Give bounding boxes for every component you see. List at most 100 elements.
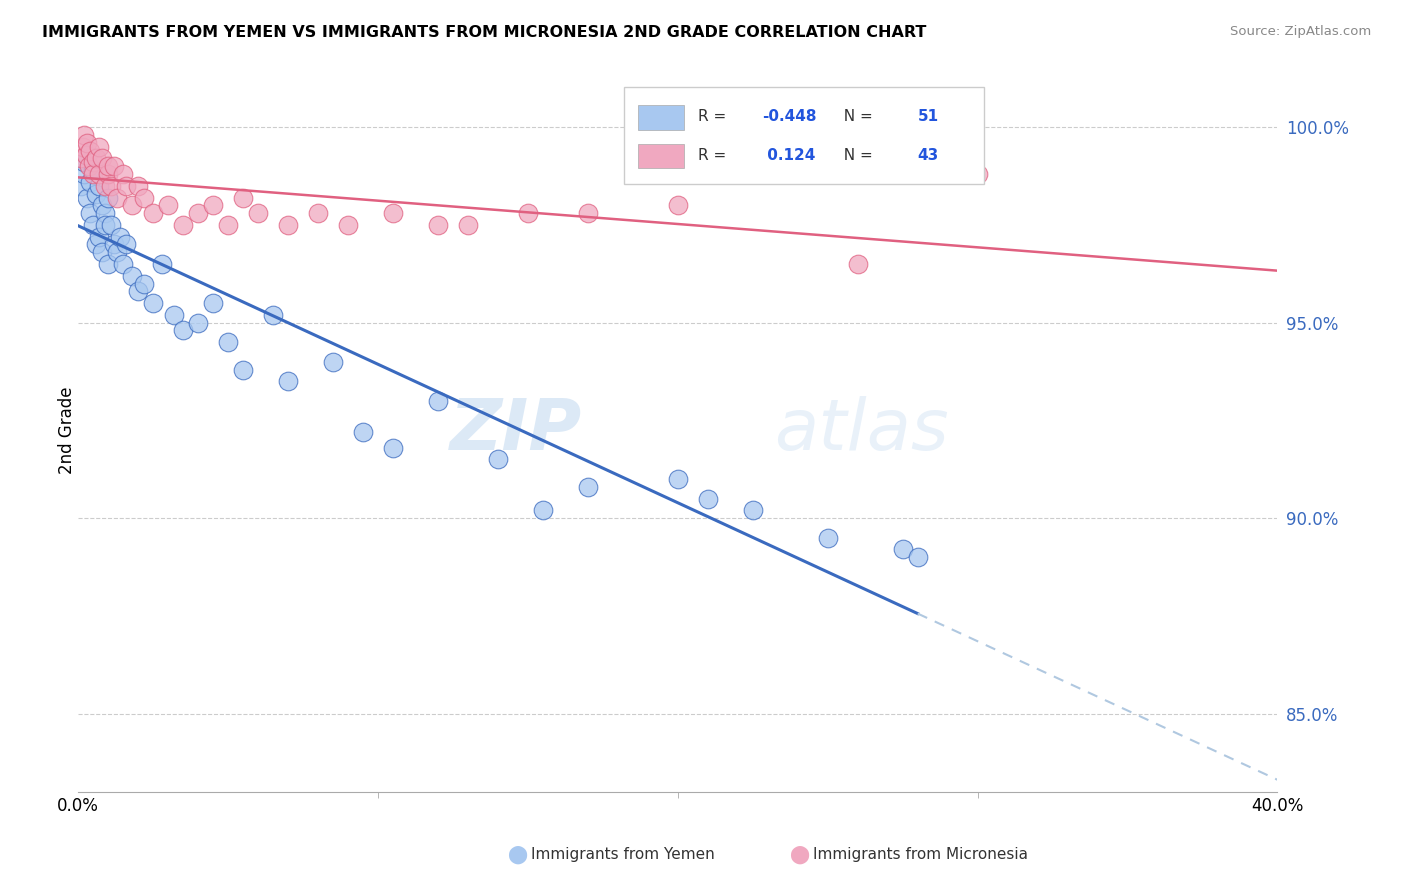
Point xyxy=(127,285,149,299)
Point xyxy=(741,503,763,517)
Point xyxy=(100,178,122,193)
Point xyxy=(112,167,135,181)
Point xyxy=(666,198,689,212)
Bar xyxy=(638,144,683,169)
Text: ZIP: ZIP xyxy=(450,396,582,465)
Text: Immigrants from Yemen: Immigrants from Yemen xyxy=(531,847,716,862)
Point xyxy=(322,354,344,368)
Point xyxy=(82,167,104,181)
Point xyxy=(232,362,254,376)
Point xyxy=(277,374,299,388)
Point xyxy=(97,190,120,204)
Point xyxy=(202,198,225,212)
Point xyxy=(103,237,125,252)
Point xyxy=(157,198,180,212)
Text: -0.448: -0.448 xyxy=(762,110,817,125)
Point xyxy=(426,218,449,232)
Point xyxy=(82,155,104,169)
Point xyxy=(247,206,270,220)
Text: N =: N = xyxy=(834,110,877,125)
Point xyxy=(457,218,479,232)
Text: Source: ZipAtlas.com: Source: ZipAtlas.com xyxy=(1230,25,1371,38)
Point xyxy=(97,167,120,181)
Bar xyxy=(624,87,984,185)
Point xyxy=(72,139,94,153)
Point xyxy=(87,139,110,153)
Point xyxy=(115,178,138,193)
Point xyxy=(576,480,599,494)
Point xyxy=(187,206,209,220)
Point xyxy=(91,245,114,260)
Point xyxy=(352,425,374,439)
Point xyxy=(115,237,138,252)
Point xyxy=(82,163,104,178)
Text: Immigrants from Micronesia: Immigrants from Micronesia xyxy=(813,847,1028,862)
Point xyxy=(87,178,110,193)
Point xyxy=(576,206,599,220)
Text: N =: N = xyxy=(834,148,877,163)
Point xyxy=(79,175,101,189)
Point xyxy=(79,206,101,220)
Point xyxy=(232,190,254,204)
Bar xyxy=(638,105,683,130)
Text: 51: 51 xyxy=(918,110,939,125)
Point xyxy=(142,296,165,310)
Point xyxy=(97,257,120,271)
Point xyxy=(79,144,101,158)
Point xyxy=(381,441,404,455)
Point xyxy=(516,206,538,220)
Point xyxy=(73,155,96,169)
Point xyxy=(891,542,914,557)
Point xyxy=(217,335,239,350)
Point xyxy=(163,308,186,322)
Point xyxy=(112,257,135,271)
Point xyxy=(100,218,122,232)
Point xyxy=(84,186,107,201)
Point xyxy=(121,268,143,283)
Point xyxy=(336,218,359,232)
Point xyxy=(84,152,107,166)
Point xyxy=(846,257,869,271)
Point xyxy=(97,159,120,173)
Point xyxy=(666,472,689,486)
Text: IMMIGRANTS FROM YEMEN VS IMMIGRANTS FROM MICRONESIA 2ND GRADE CORRELATION CHART: IMMIGRANTS FROM YEMEN VS IMMIGRANTS FROM… xyxy=(42,25,927,40)
Point xyxy=(277,218,299,232)
Point xyxy=(77,159,100,173)
Point xyxy=(94,178,117,193)
Point xyxy=(817,531,839,545)
Point xyxy=(307,206,329,220)
Y-axis label: 2nd Grade: 2nd Grade xyxy=(58,386,76,474)
Point xyxy=(907,550,929,565)
Text: ⬤: ⬤ xyxy=(789,846,808,863)
Point xyxy=(84,237,107,252)
Text: 0.124: 0.124 xyxy=(762,148,815,163)
Text: R =: R = xyxy=(699,110,731,125)
Text: atlas: atlas xyxy=(773,396,949,465)
Point xyxy=(94,218,117,232)
Point xyxy=(696,491,718,506)
Point xyxy=(202,296,225,310)
Point xyxy=(105,190,128,204)
Point xyxy=(103,159,125,173)
Point xyxy=(91,152,114,166)
Point xyxy=(121,198,143,212)
Point xyxy=(132,190,155,204)
Point xyxy=(75,147,97,161)
Text: R =: R = xyxy=(699,148,731,163)
Point xyxy=(94,206,117,220)
Point xyxy=(70,152,93,166)
Text: 43: 43 xyxy=(918,148,939,163)
Point xyxy=(142,206,165,220)
Point xyxy=(172,323,194,337)
Point xyxy=(531,503,554,517)
Point xyxy=(172,218,194,232)
Point xyxy=(76,136,98,150)
Text: ⬤: ⬤ xyxy=(508,846,527,863)
Point xyxy=(486,452,509,467)
Point xyxy=(73,167,96,181)
Point xyxy=(127,178,149,193)
Point xyxy=(217,218,239,232)
Point xyxy=(105,245,128,260)
Point xyxy=(73,128,96,142)
Point xyxy=(426,393,449,408)
